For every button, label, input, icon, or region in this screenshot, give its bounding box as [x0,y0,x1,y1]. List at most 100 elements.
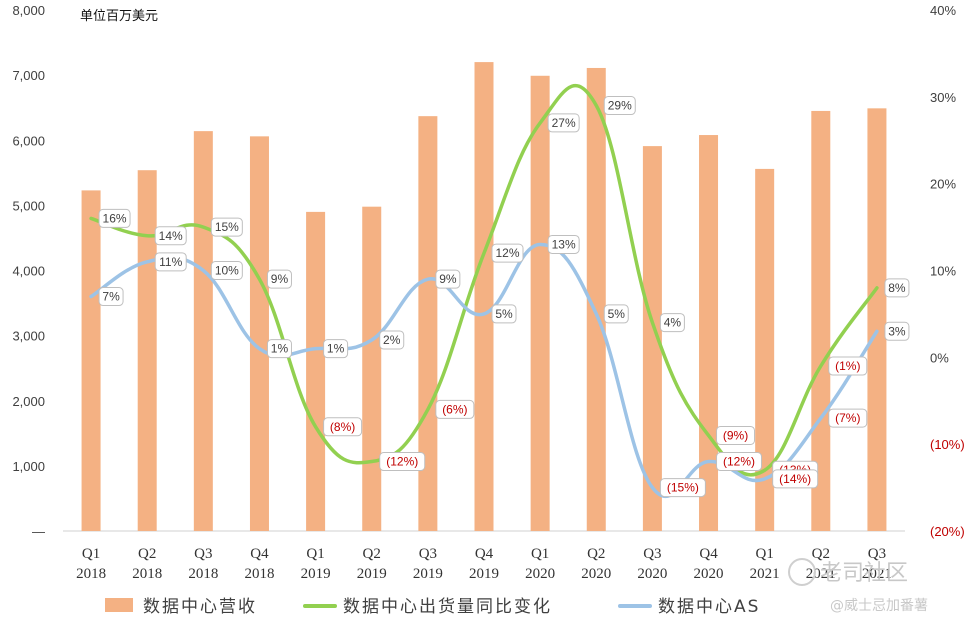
data-label: (12%) [386,455,418,469]
revenue-bar [867,108,887,532]
data-label-box [884,321,910,341]
legend: 数据中心营收 数据中心出货量同比变化 数据中心AS [105,597,760,617]
x-tick-year: 2021 [750,566,780,582]
x-tick-quarter: Q4 [475,546,494,562]
data-labels: 16% 14% 15% 9% (8%) (12%) (6%) 12% 27% 29% 4% (9%) (… [98,96,910,498]
left-axis-tick: 7,000 [12,68,45,83]
x-tick-year: 2020 [694,566,724,582]
x-tick-year: 2020 [581,566,611,582]
revenue-bar [474,62,494,531]
watermark-line2: @威士忌加番薯 [830,598,928,614]
data-label: 16% [103,211,127,225]
x-tick-quarter: Q2 [587,546,605,562]
revenue-bar [699,135,719,532]
x-tick-year: 2020 [525,566,555,582]
data-label-box [379,452,426,472]
x-tick-year: 2018 [244,566,274,582]
data-label: 1% [327,342,345,356]
revenue-bar [755,168,775,531]
data-label: 7% [102,290,120,304]
x-tick-quarter: Q4 [250,546,269,562]
data-label-box [547,234,580,254]
revenue-bar [306,211,326,531]
watermark-logo-icon [788,558,816,586]
data-label-box [154,226,187,246]
data-label: 15% [215,220,239,234]
data-label-box [379,330,405,350]
x-tick-year: 2018 [132,566,162,582]
x-tick-quarter: Q2 [138,546,156,562]
x-tick-quarter: Q3 [868,546,886,562]
x-tick-quarter: Q3 [419,546,437,562]
revenue-bar [418,116,438,531]
line-series [89,83,879,498]
right-axis-tick: 10% [930,264,956,279]
data-label: 4% [664,316,682,330]
revenue-bar [193,131,213,531]
data-label: 8% [888,281,906,295]
revenue-bar [137,170,157,531]
data-label: (7%) [835,411,860,425]
data-label: 9% [271,272,289,286]
data-label-box [772,469,819,489]
x-tick-quarter: Q1 [82,546,100,562]
x-tick-quarter: Q4 [699,546,718,562]
x-tick-year: 2021 [862,566,892,582]
data-label-box [491,243,524,263]
data-label-box [266,269,292,289]
x-tick-year: 2020 [637,566,667,582]
data-label: 3% [888,324,906,338]
legend-label: 数据中心出货量同比变化 [343,597,552,617]
data-label: 13% [552,237,576,251]
revenue-bar [642,146,662,531]
left-axis-tick: 6,000 [12,133,45,148]
x-tick-year: 2019 [469,566,499,582]
right-axis-tick: (10%) [930,437,965,452]
data-label-box [491,304,517,324]
left-axis-tick: 2,000 [12,394,45,409]
data-label: (6%) [442,402,467,416]
data-label: 29% [608,99,632,113]
data-label: 11% [159,255,182,269]
data-label-box [659,313,685,333]
right-axis-tick: 20% [930,177,956,192]
right-axis-tick: 30% [930,90,956,105]
data-label-box [98,287,124,307]
left-axis-tick: 8,000 [12,3,45,18]
data-label: 14% [159,229,183,243]
data-label: 5% [608,307,626,321]
data-label: 5% [495,307,513,321]
data-label-box [210,217,243,237]
x-tick-quarter: Q1 [306,546,324,562]
x-tick-year: 2018 [76,566,106,582]
series-line-0 [89,83,879,477]
data-label-box [435,399,475,419]
data-label-box [828,408,868,428]
data-label-box [210,261,243,280]
data-label: 1% [271,342,289,356]
left-axis-tick: 4,000 [12,264,45,279]
data-label: (9%) [723,428,748,442]
data-label-box [603,304,629,324]
left-axis-tick: 1,000 [12,459,45,474]
data-label: 12% [495,246,519,260]
data-label-box [547,113,580,133]
x-axis-categories: Q1 2018 Q2 2018 Q3 2018 Q4 2018 Q1 2019 Q2 2019 Q3 20… [76,546,892,582]
legend-label: 数据中心营收 [143,597,257,617]
data-label-box [266,339,292,359]
legend-label: 数据中心AS [658,597,760,617]
data-label: (15%) [667,481,699,495]
data-label-box [603,96,636,116]
unit-label: 单位百万美元 [80,9,158,24]
data-label-box [154,252,187,272]
right-axis-tick: 40% [930,3,956,18]
revenue-bar [586,67,606,532]
data-label: 27% [552,116,576,130]
data-label-box [659,478,706,498]
revenue-bar [530,75,550,532]
data-label: (14%) [779,472,811,486]
data-label: 10% [215,264,239,278]
bar-series [81,62,887,532]
data-label: (12%) [723,455,755,469]
